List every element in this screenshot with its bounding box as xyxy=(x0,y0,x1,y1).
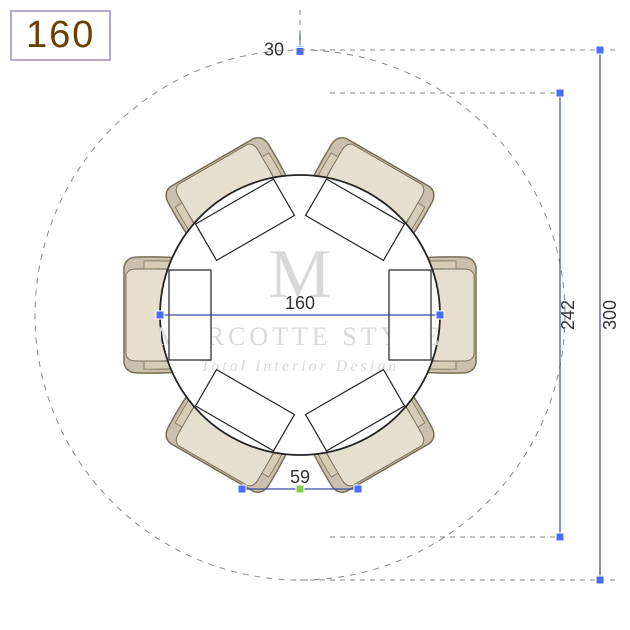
title-value: 160 xyxy=(26,14,95,56)
title-box: 160 xyxy=(10,10,111,61)
watermark-sub: Total Interior Design xyxy=(201,358,399,375)
dim-room-label: 300 xyxy=(600,300,620,330)
dim-table-diameter-label: 160 xyxy=(285,293,315,313)
dim-gap-label: 30 xyxy=(264,40,284,60)
dim-clearance-label: 242 xyxy=(558,300,578,330)
diagram-canvas: MARCOTTE STYLETotal Interior DesignM1605… xyxy=(0,0,630,630)
dim-chair-width-label: 59 xyxy=(290,467,310,487)
